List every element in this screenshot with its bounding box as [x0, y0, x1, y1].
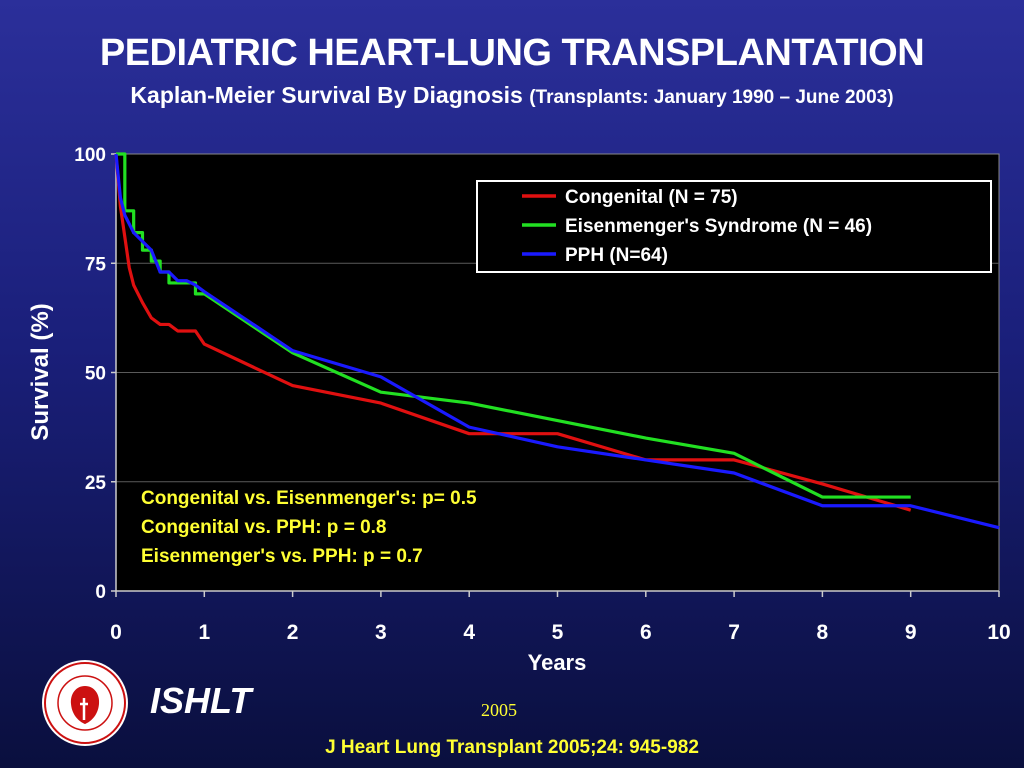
x-tick-label: 4: [463, 621, 475, 644]
x-tick-label: 9: [905, 621, 917, 644]
y-axis-label: Survival (%): [27, 303, 54, 440]
x-tick-label: 8: [817, 621, 829, 644]
y-tick-label: 75: [85, 254, 107, 275]
x-tick-label: 3: [375, 621, 387, 644]
p-value-annotations: Congenital vs. Eisenmenger's: p= 0.5 Cong…: [141, 488, 477, 567]
x-tick-label: 6: [640, 621, 652, 644]
subtitle-main: Kaplan-Meier Survival By Diagnosis: [130, 82, 523, 108]
slide-subtitle: Kaplan-Meier Survival By Diagnosis (Tran…: [0, 82, 1024, 109]
x-tick-label: 0: [110, 621, 122, 644]
legend-label: Eisenmenger's Syndrome (N = 46): [565, 216, 872, 237]
x-tick-label: 7: [728, 621, 740, 644]
subtitle-note: (Transplants: January 1990 – June 2003): [529, 87, 894, 108]
ishlt-logo: [42, 660, 128, 746]
y-tick-label: 25: [85, 473, 107, 494]
x-axis-label: Years: [528, 650, 587, 675]
citation: J Heart Lung Transplant 2005;24: 945-982: [325, 737, 699, 758]
y-tick-label: 100: [74, 145, 106, 166]
x-tick-label: 2: [287, 621, 299, 644]
org-name: ISHLT: [150, 680, 252, 721]
x-tick-label: 5: [552, 621, 564, 644]
axes: 0 25 50 75 100 0 1 2 3 4 5 6 7 8 9 10: [74, 145, 1010, 644]
y-tick-label: 0: [95, 582, 106, 603]
p-value-annotation: Congenital vs. Eisenmenger's: p= 0.5: [141, 488, 477, 509]
legend: Congenital (N = 75) Eisenmenger's Syndrom…: [476, 180, 992, 273]
p-value-annotation: Congenital vs. PPH: p = 0.8: [141, 517, 386, 538]
legend-label: Congenital (N = 75): [565, 187, 738, 208]
slide-title: PEDIATRIC HEART-LUNG TRANSPLANTATION: [99, 32, 925, 74]
legend-box: [476, 180, 992, 273]
series-lines: [114, 152, 1000, 530]
legend-label: PPH (N=64): [565, 245, 668, 266]
series-line-3: [114, 153, 1000, 530]
y-tick-label: 50: [85, 364, 106, 385]
x-tick-label: 1: [198, 621, 210, 644]
year-label: 2005: [481, 700, 517, 720]
p-value-annotation: Eisenmenger's vs. PPH: p = 0.7: [141, 546, 423, 567]
x-tick-label: 10: [987, 621, 1010, 644]
